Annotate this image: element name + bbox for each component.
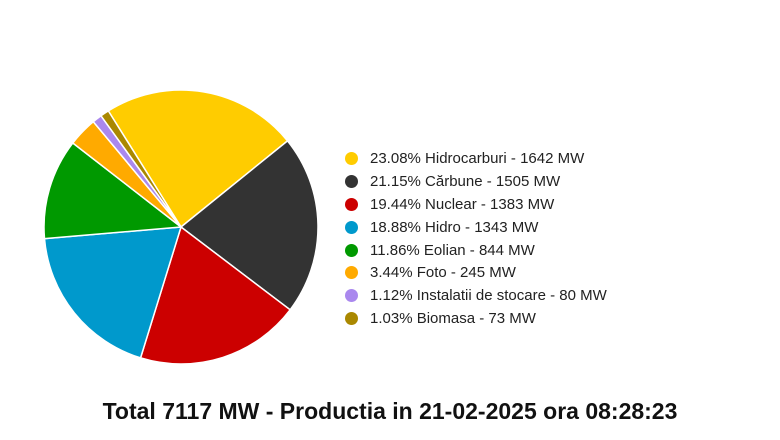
legend-swatch-carbune — [345, 174, 358, 188]
pie-slice-hidro[interactable] — [43, 226, 183, 359]
pie-slice-biomasa[interactable] — [99, 109, 182, 228]
legend-swatch-hidrocarburi — [345, 151, 358, 165]
legend-swatch-eolian — [345, 243, 358, 257]
legend-label-stocare: 1.12% Instalatii de stocare - 80 MW — [370, 287, 607, 305]
pie-slice-eolian[interactable] — [43, 141, 183, 240]
legend-label-nuclear: 19.44% Nuclear - 1383 MW — [370, 195, 555, 213]
legend-label-foto: 3.44% Foto - 245 MW — [370, 264, 516, 282]
legend-item-stocare[interactable]: 1.12% Instalatii de stocare - 80 MW — [345, 284, 607, 307]
pie-slice-nuclear[interactable] — [139, 225, 292, 365]
legend-swatch-stocare — [345, 289, 358, 303]
legend-label-carbune: 21.15% Cărbune - 1505 MW — [370, 172, 561, 190]
legend-item-biomasa[interactable]: 1.03% Biomasa - 73 MW — [345, 307, 607, 330]
chart-footer: Total 7117 MW - Productia in 21-02-2025 … — [0, 398, 780, 425]
legend-item-foto[interactable]: 3.44% Foto - 245 MW — [345, 261, 607, 284]
legend-swatch-biomasa — [345, 312, 358, 326]
legend-swatch-foto — [345, 266, 358, 280]
chart-legend: 23.08% Hidrocarburi - 1642 MW 21.15% Căr… — [345, 147, 607, 330]
pie-slice-cărbune[interactable] — [179, 139, 319, 311]
legend-item-nuclear[interactable]: 19.44% Nuclear - 1383 MW — [345, 193, 607, 216]
legend-label-hidrocarburi: 23.08% Hidrocarburi - 1642 MW — [370, 149, 585, 167]
legend-label-biomasa: 1.03% Biomasa - 73 MW — [370, 310, 536, 328]
legend-item-eolian[interactable]: 11.86% Eolian - 844 MW — [345, 239, 607, 262]
pie-chart — [43, 89, 319, 365]
legend-label-eolian: 11.86% Eolian - 844 MW — [370, 241, 535, 259]
legend-item-hidrocarburi[interactable]: 23.08% Hidrocarburi - 1642 MW — [345, 147, 607, 170]
legend-swatch-hidro — [345, 220, 358, 234]
production-total-text: Total 7117 MW - Productia in 21-02-2025 … — [102, 398, 678, 424]
legend-label-hidro: 18.88% Hidro - 1343 MW — [370, 218, 539, 236]
legend-swatch-nuclear — [345, 197, 358, 211]
pie-slice-hidrocarburi[interactable] — [107, 89, 289, 229]
legend-item-carbune[interactable]: 21.15% Cărbune - 1505 MW — [345, 170, 607, 193]
legend-item-hidro[interactable]: 18.88% Hidro - 1343 MW — [345, 216, 607, 239]
